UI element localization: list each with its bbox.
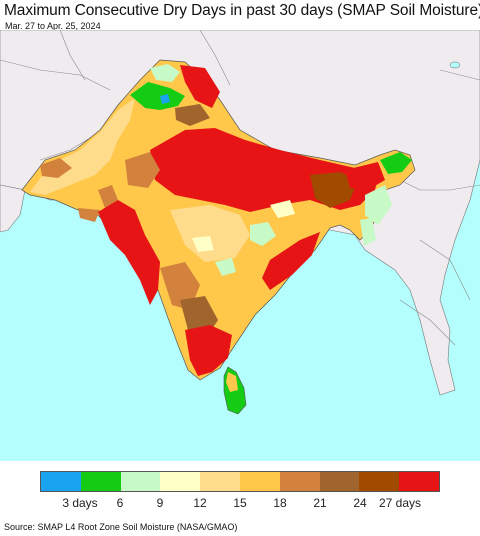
legend-swatch: [319, 472, 360, 491]
date-range: Mar. 27 to Apr. 25, 2024: [5, 21, 101, 31]
zone-ne-green: [380, 152, 412, 174]
legend-swatch: [80, 472, 121, 491]
legend-tick-label: 6: [116, 496, 124, 510]
legend-tick-label: 27 days: [378, 496, 422, 510]
zone-ne-lightgreen: [365, 185, 392, 225]
zone-gujarat-red: [98, 200, 160, 305]
zone-myanmar-coast: [360, 218, 376, 246]
legend-tick-label: 21: [313, 496, 327, 510]
south-asia-map: [0, 30, 480, 461]
legend-swatch: [41, 472, 81, 491]
zone-deccan-tan: [160, 262, 200, 310]
legend-tick-label: 9: [156, 496, 164, 510]
legend-swatch: [120, 472, 161, 491]
legend-tick-label: 18: [273, 496, 287, 510]
legend-swatch: [399, 472, 439, 491]
legend-swatch: [200, 472, 240, 491]
zone-north-green: [130, 82, 185, 110]
zone-eastcoast-red: [262, 232, 320, 290]
zone-north-brown: [175, 104, 210, 126]
zone-south-red: [185, 325, 232, 376]
legend: 3 days 6 9 12 15 18 21 24 27 days: [0, 461, 480, 516]
zone-central-lightgreen: [215, 222, 276, 276]
legend-swatch: [279, 472, 320, 491]
zone-north-blue: [160, 94, 170, 104]
legend-swatch: [239, 472, 280, 491]
source-note: Source: SMAP L4 Root Zone Soil Moisture …: [4, 522, 238, 532]
zone-north-red: [180, 65, 220, 108]
legend-tick-label: 24: [353, 496, 367, 510]
sri-lanka-yellow: [226, 372, 238, 392]
legend-tick-label: 3 days: [62, 496, 98, 510]
map-title: Maximum Consecutive Dry Days in past 30 …: [4, 2, 480, 19]
legend-colorbar: [40, 471, 440, 492]
zone-north-lightgreen: [150, 64, 180, 82]
neighbor-land-oman: [0, 184, 26, 233]
legend-swatch: [359, 472, 400, 491]
zone-ne-red: [345, 162, 385, 190]
legend-tick-label: 15: [233, 496, 247, 510]
lake: [449, 61, 461, 69]
legend-swatch: [160, 472, 201, 491]
zone-rajasthan-tan: [125, 152, 160, 188]
zone-bengal-brown: [310, 172, 358, 208]
legend-tick-label: 12: [193, 496, 207, 510]
zone-central-yellow: [192, 200, 295, 252]
zone-central-lightorange: [170, 205, 250, 262]
zone-tan-pak: [40, 158, 118, 222]
